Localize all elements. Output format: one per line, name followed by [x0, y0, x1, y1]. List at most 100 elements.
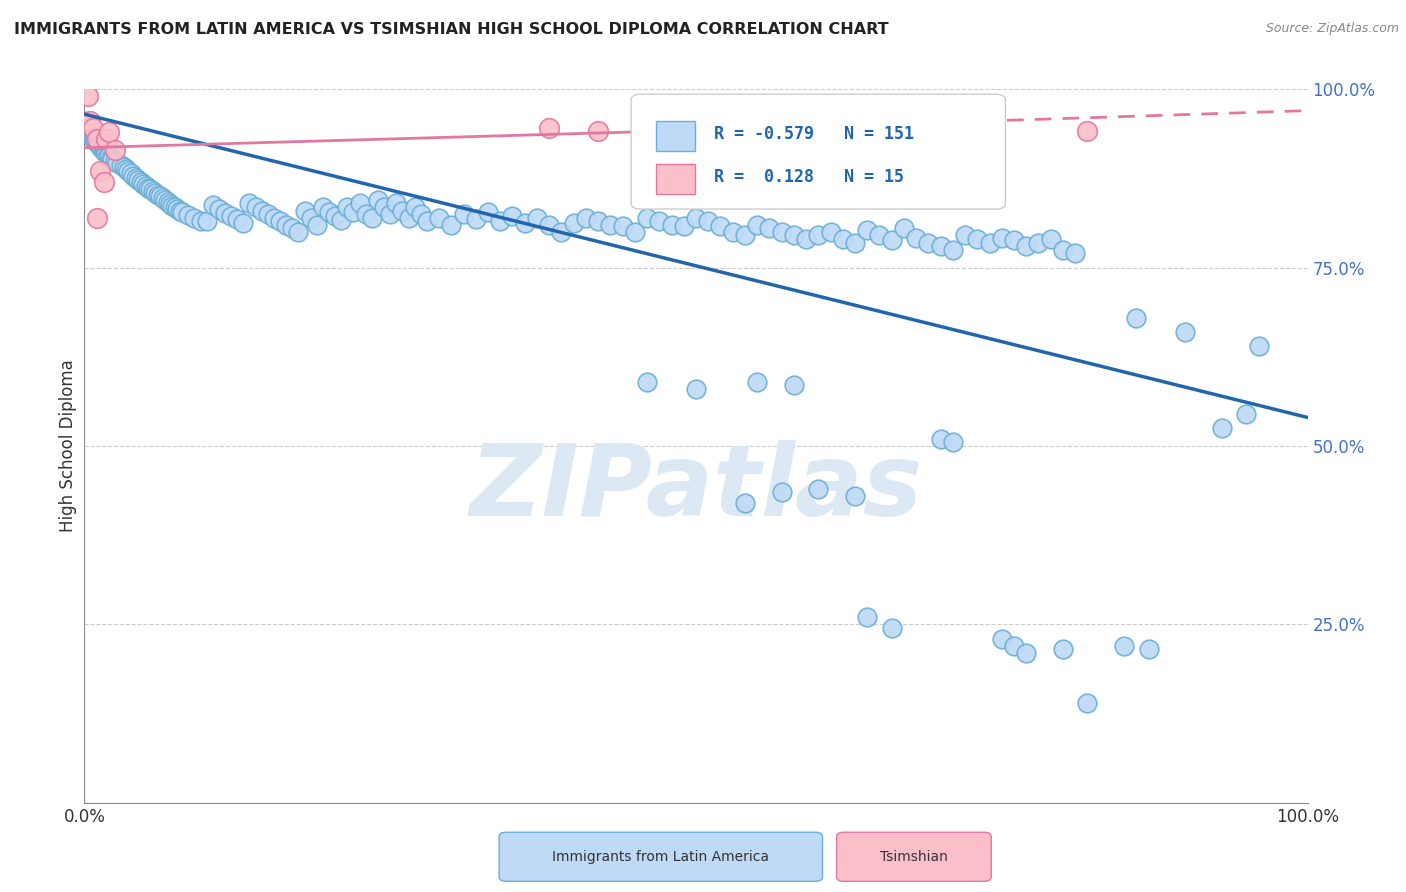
Point — [501, 209, 523, 223]
Point — [82, 121, 104, 136]
Point — [86, 132, 108, 146]
Point — [214, 205, 236, 219]
Point — [97, 148, 120, 162]
Point — [1052, 243, 1074, 257]
Point — [427, 211, 450, 225]
Point — [1076, 696, 1098, 710]
Point — [917, 235, 939, 250]
Point — [97, 125, 120, 139]
Point — [97, 149, 120, 163]
Point — [929, 239, 952, 253]
Point — [770, 485, 793, 500]
Point — [163, 200, 186, 214]
Point — [77, 125, 100, 139]
Point — [734, 496, 756, 510]
Point — [942, 243, 965, 257]
Point — [586, 123, 609, 137]
Text: Source: ZipAtlas.com: Source: ZipAtlas.com — [1265, 22, 1399, 36]
Point — [117, 164, 139, 178]
Point — [721, 225, 744, 239]
Point — [758, 221, 780, 235]
Point — [464, 212, 486, 227]
Point — [1174, 325, 1197, 339]
Point — [149, 189, 172, 203]
Point — [232, 216, 254, 230]
Point — [1076, 123, 1098, 137]
Point — [122, 169, 145, 183]
Point — [127, 173, 149, 187]
Point — [219, 209, 242, 223]
FancyBboxPatch shape — [631, 95, 1005, 209]
Point — [526, 211, 548, 225]
Point — [734, 228, 756, 243]
Point — [263, 211, 285, 225]
Point — [929, 432, 952, 446]
Point — [82, 130, 104, 145]
Point — [831, 232, 853, 246]
Text: R = -0.579   N = 151: R = -0.579 N = 151 — [714, 125, 914, 143]
Point — [1234, 407, 1257, 421]
Point — [139, 182, 162, 196]
Point — [96, 132, 118, 146]
Point — [80, 128, 103, 143]
Point — [1002, 639, 1025, 653]
Point — [115, 162, 138, 177]
Point — [1125, 310, 1147, 325]
Point — [312, 200, 335, 214]
Point — [305, 218, 328, 232]
Point — [1028, 235, 1050, 250]
Point — [489, 214, 512, 228]
Point — [257, 207, 280, 221]
Point — [87, 136, 110, 151]
Point — [226, 212, 249, 227]
Point — [276, 218, 298, 232]
Point — [1114, 639, 1136, 653]
Point — [685, 382, 707, 396]
Point — [342, 205, 364, 219]
Point — [844, 489, 866, 503]
Point — [135, 179, 157, 194]
Point — [440, 218, 463, 232]
Point — [586, 214, 609, 228]
Point — [76, 118, 98, 132]
Point — [747, 375, 769, 389]
Point — [672, 219, 695, 234]
Point — [177, 208, 200, 222]
Point — [330, 212, 353, 227]
Point — [159, 197, 181, 211]
Point — [953, 228, 976, 243]
Point — [156, 194, 179, 209]
Point — [169, 203, 191, 218]
Point — [1247, 339, 1270, 353]
Point — [966, 232, 988, 246]
Point — [697, 214, 720, 228]
Point — [1137, 642, 1160, 657]
Point — [75, 114, 97, 128]
Point — [783, 228, 806, 243]
Point — [648, 214, 671, 228]
Point — [245, 200, 267, 214]
Point — [513, 216, 536, 230]
Point — [990, 632, 1012, 646]
Point — [190, 213, 212, 227]
Point — [105, 155, 128, 169]
Point — [110, 158, 132, 172]
Point — [367, 193, 389, 207]
Point — [1015, 239, 1038, 253]
Point — [195, 214, 218, 228]
Point — [990, 230, 1012, 244]
Point — [162, 198, 184, 212]
Text: ZIPatlas: ZIPatlas — [470, 441, 922, 537]
Point — [77, 89, 100, 103]
Point — [183, 211, 205, 225]
Point — [208, 202, 231, 216]
Point — [172, 205, 194, 219]
Point — [966, 123, 988, 137]
Point — [807, 482, 830, 496]
Point — [477, 205, 499, 219]
Point — [89, 139, 111, 153]
Point — [294, 203, 316, 218]
Point — [599, 218, 621, 232]
Point — [132, 177, 155, 191]
Point — [136, 180, 159, 194]
